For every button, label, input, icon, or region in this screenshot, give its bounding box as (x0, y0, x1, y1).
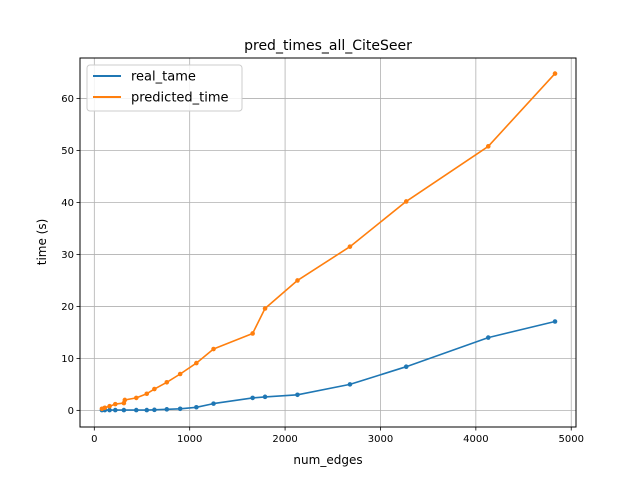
data-point-real-tame (485, 335, 491, 340)
x-tick-label: 3000 (368, 434, 393, 445)
data-point-predicted-time (177, 371, 183, 377)
legend-label-real-tame: real_tame (131, 70, 196, 85)
x-tick-label: 1000 (177, 434, 202, 445)
grid (80, 58, 576, 427)
data-point-real-tame (164, 407, 170, 412)
data-point-predicted-time (112, 401, 118, 407)
data-point-predicted-time (102, 405, 108, 411)
data-point-real-tame (107, 407, 112, 413)
data-point-predicted-time (262, 306, 268, 311)
data-point-predicted-time (152, 386, 157, 392)
data-point-predicted-time (250, 331, 255, 336)
data-point-real-tame (211, 401, 216, 406)
y-tick-label: 50 (61, 146, 74, 157)
data-point-real-tame (144, 407, 150, 413)
data-point-real-tame (262, 394, 268, 400)
y-tick-label: 40 (61, 198, 74, 209)
y-tick-label: 20 (61, 302, 74, 313)
data-point-real-tame (403, 364, 409, 370)
data-point-predicted-time (164, 380, 170, 385)
series-layer (99, 71, 558, 413)
legend-box (86, 64, 243, 112)
data-point-predicted-time (552, 71, 558, 76)
data-point-real-tame (347, 382, 353, 387)
y-tick-label: 60 (61, 94, 74, 105)
data-point-predicted-time (295, 278, 300, 283)
data-point-predicted-time (194, 360, 199, 366)
y-tick-label: 30 (61, 250, 74, 261)
data-point-predicted-time (107, 403, 112, 409)
y-tick-label: 0 (68, 406, 74, 417)
axis-ticks: 0 1000 2000 3000 4000 5000 0 10 20 30 40 50 60 (61, 94, 584, 445)
data-point-predicted-time (347, 244, 353, 249)
y-tick-label: 10 (61, 354, 74, 365)
x-tick-label: 2000 (272, 434, 297, 445)
data-point-real-tame (552, 319, 558, 324)
legend-label-predicted-time: predicted_time (131, 91, 229, 106)
data-point-predicted-time (211, 346, 216, 352)
data-point-real-tame (112, 407, 118, 413)
data-point-predicted-time (133, 395, 139, 401)
x-tick-label: 4000 (463, 434, 488, 445)
x-tick-label: 0 (91, 434, 97, 445)
data-point-predicted-time (403, 199, 409, 204)
data-point-real-tame (177, 406, 183, 412)
y-axis-label: time (s) (35, 219, 49, 266)
data-point-predicted-time (485, 144, 491, 149)
data-point-real-tame (133, 407, 139, 413)
data-point-real-tame (121, 407, 127, 413)
x-tick-label: 5000 (559, 434, 584, 445)
data-point-real-tame (250, 395, 255, 401)
data-point-predicted-time (144, 391, 150, 397)
chart-title: pred_times_all_CiteSeer (244, 38, 412, 54)
plot-frame (79, 57, 577, 428)
data-point-predicted-time (122, 397, 128, 403)
x-axis-label: num_edges (293, 453, 362, 467)
data-point-real-tame (152, 407, 157, 413)
data-point-real-tame (194, 404, 199, 410)
legend: real_tame predicted_time (86, 64, 243, 112)
data-point-real-tame (295, 392, 300, 398)
